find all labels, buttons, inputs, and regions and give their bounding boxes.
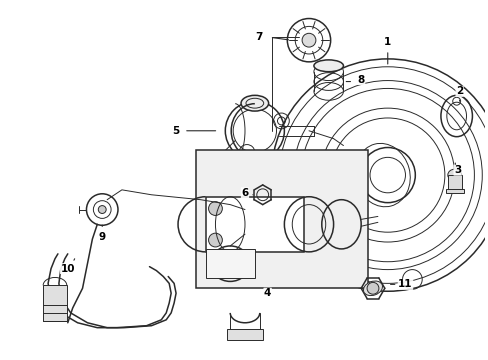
Bar (205, 197, 304, 252)
Circle shape (98, 206, 106, 213)
Circle shape (366, 282, 378, 294)
Circle shape (208, 202, 222, 215)
Text: 6: 6 (241, 188, 248, 198)
Bar (43, 285, 67, 321)
Ellipse shape (313, 60, 343, 72)
Text: 2: 2 (455, 86, 462, 96)
Bar (445, 189, 463, 193)
Text: 8: 8 (357, 75, 364, 85)
Text: 1: 1 (384, 37, 390, 47)
Bar (227, 329, 262, 341)
Text: 9: 9 (99, 232, 105, 242)
Text: 11: 11 (397, 279, 412, 289)
Bar (195, 150, 367, 288)
Bar (447, 175, 461, 191)
Ellipse shape (241, 95, 268, 111)
Circle shape (208, 233, 222, 247)
Text: 4: 4 (264, 288, 271, 298)
Text: 7: 7 (255, 32, 262, 42)
Ellipse shape (363, 281, 382, 296)
Ellipse shape (447, 169, 461, 181)
Circle shape (302, 33, 315, 47)
Text: 10: 10 (61, 264, 75, 274)
Text: 5: 5 (172, 126, 179, 136)
Text: 3: 3 (453, 165, 460, 175)
Bar (205, 249, 254, 278)
